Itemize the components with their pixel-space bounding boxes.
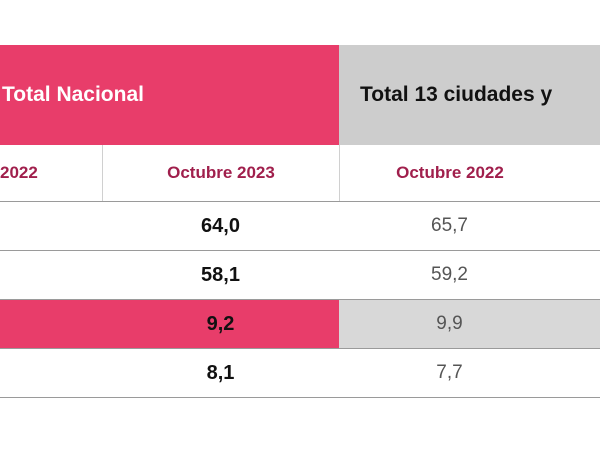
row-label-cell [0,349,102,397]
column-header-octubre-2022-nacional: 2022 [0,163,38,182]
row-label-cell [0,202,102,250]
table-cell-total-nacional: 58,1 [201,263,240,286]
table-row: 64,0 65,7 [0,202,600,251]
header-total-nacional: Total Nacional [0,45,339,145]
table-row: 8,1 7,7 [0,349,600,398]
row-label-cell [0,300,102,348]
table-group-header: Total Nacional Total 13 ciudades y [0,45,600,145]
table-cell-13-ciudades: 7,7 [436,362,463,383]
table-row-highlighted: 9,2 9,9 [0,300,600,349]
table-cell-total-nacional: 8,1 [206,361,235,384]
header-13-ciudades: Total 13 ciudades y [339,45,600,145]
labor-market-table: Total Nacional Total 13 ciudades y 2022 … [0,45,600,398]
table-cell-13-ciudades: 59,2 [431,264,468,285]
table-cell-13-ciudades: 9,9 [339,300,600,348]
table-cell-13-ciudades: 65,7 [431,215,468,236]
table-row: 58,1 59,2 [0,251,600,300]
column-header-octubre-2023: Octubre 2023 [102,145,339,201]
table-cell-total-nacional: 64,0 [201,214,240,237]
row-label-cell [0,251,102,299]
table-column-header: 2022 Octubre 2023 Octubre 2022 [0,145,600,202]
column-header-octubre-2022: Octubre 2022 [339,145,600,201]
table-cell-total-nacional: 9,2 [102,300,339,348]
